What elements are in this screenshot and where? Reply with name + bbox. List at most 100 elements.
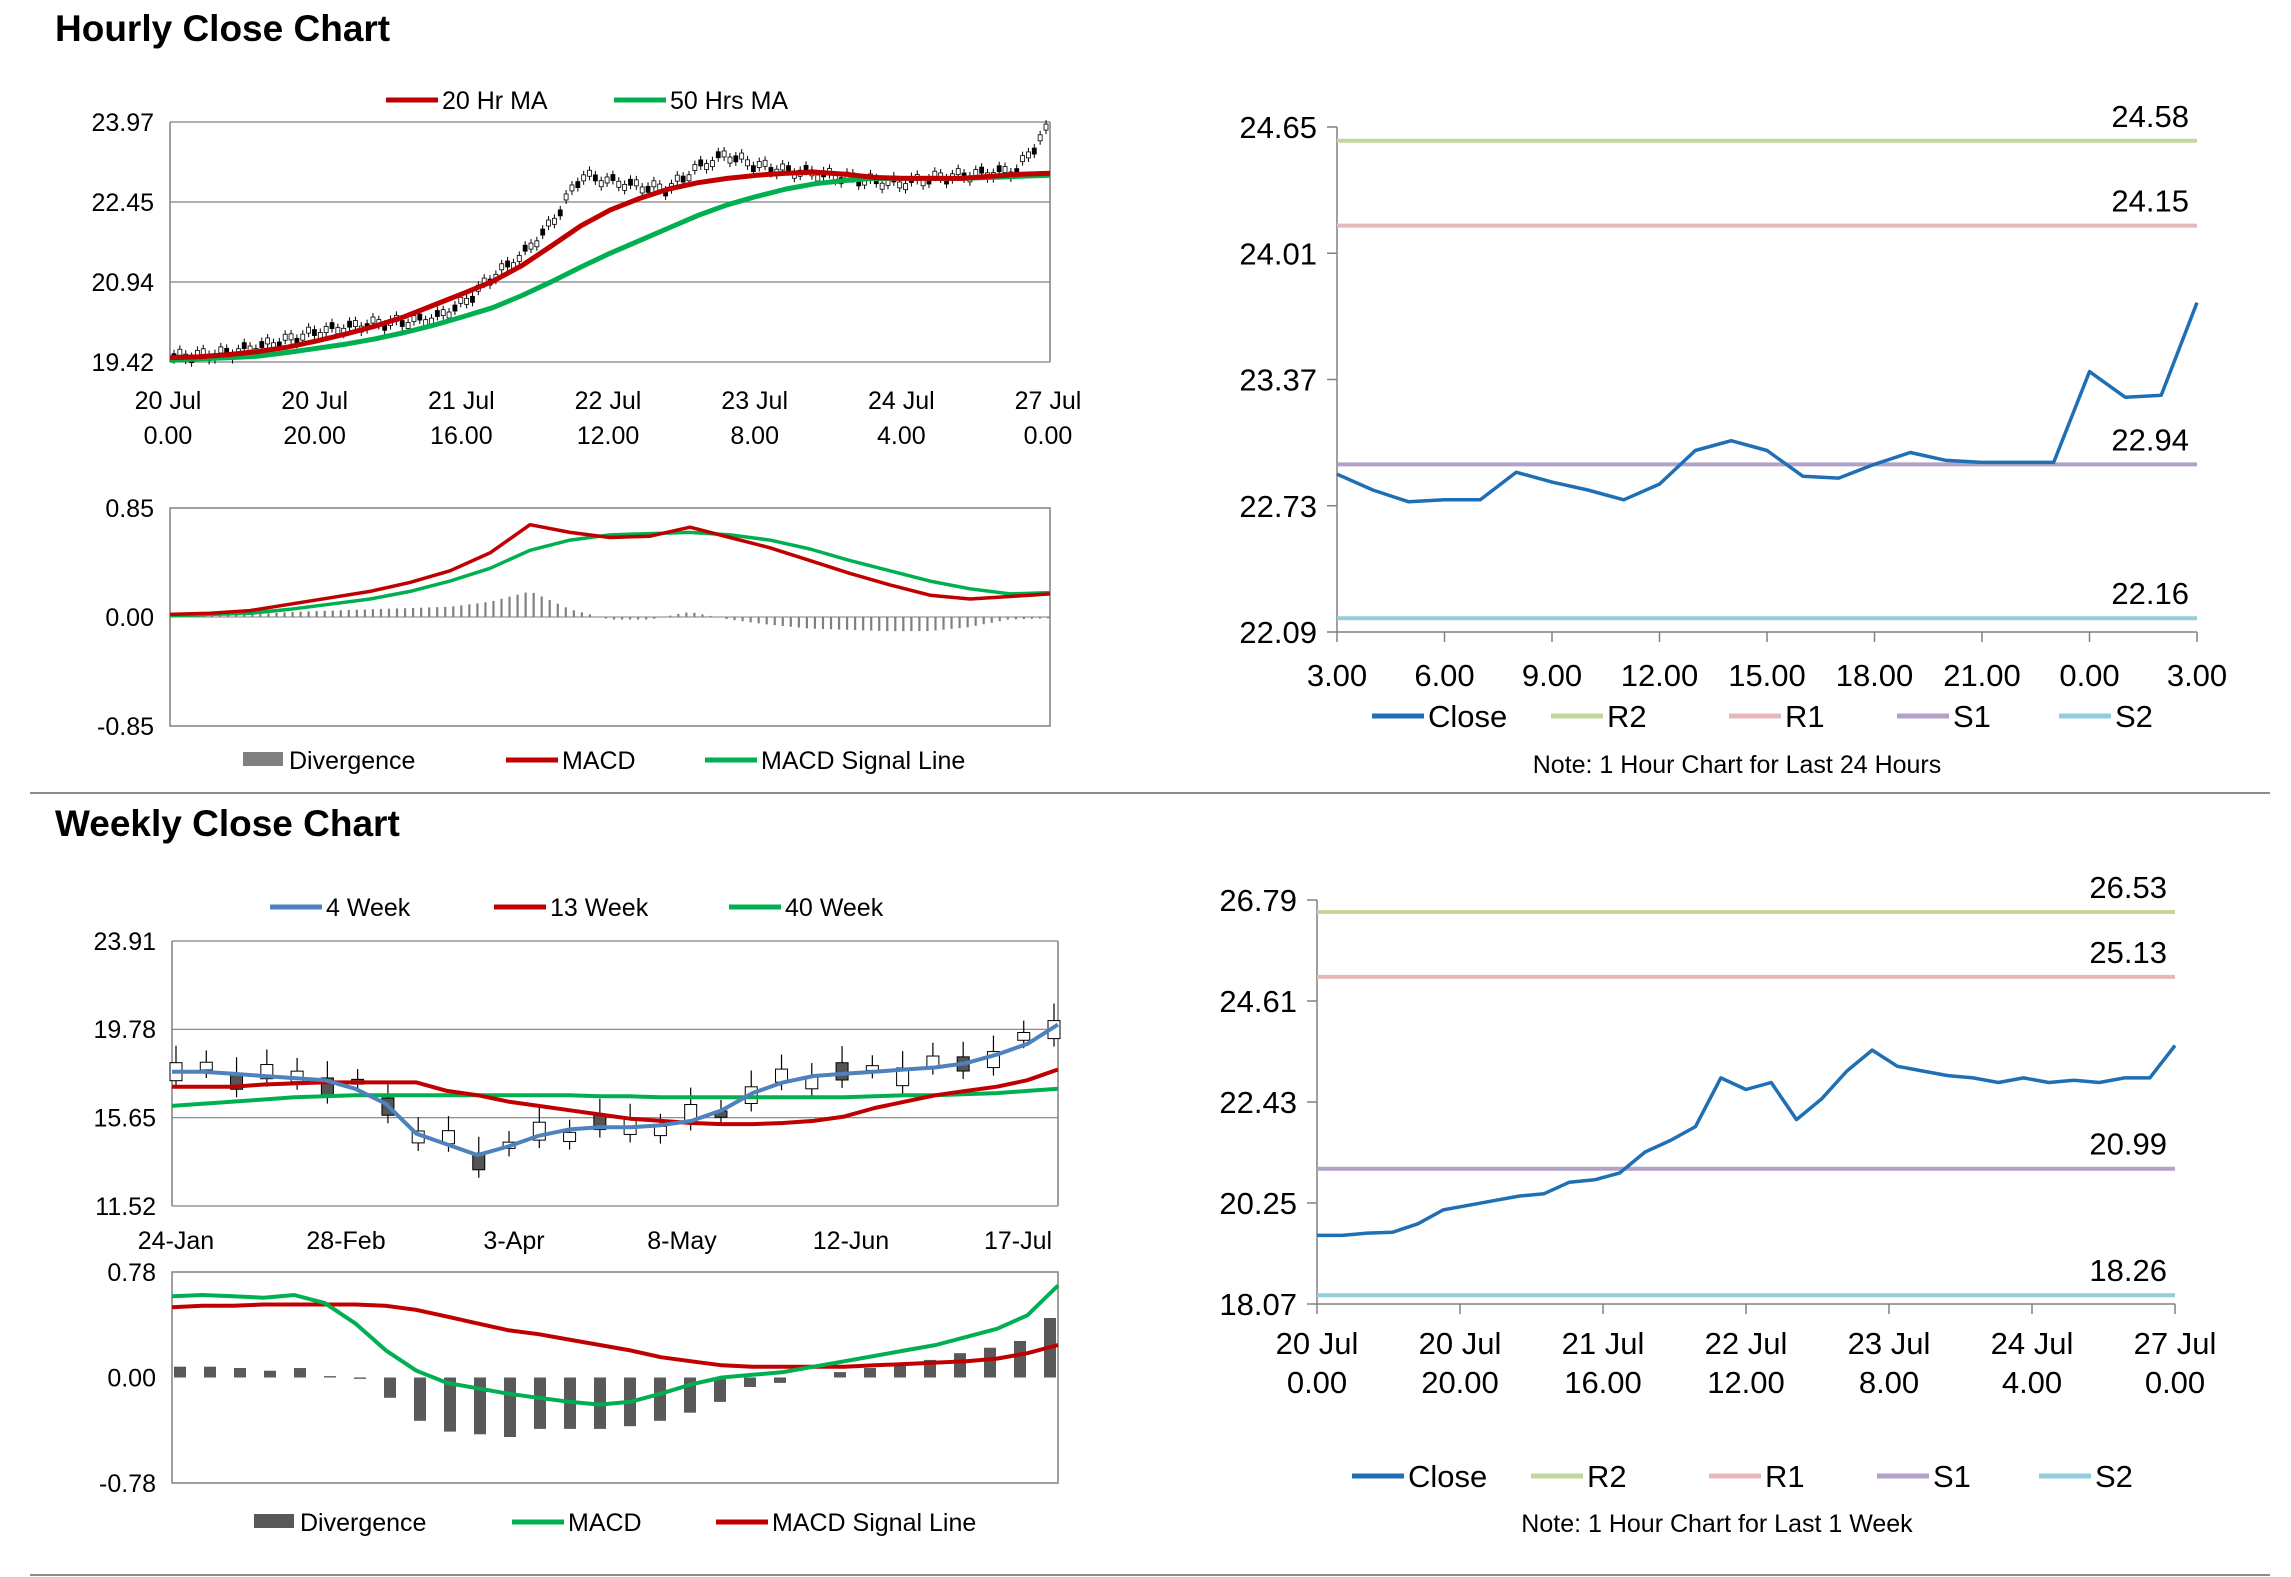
weekly-divergence-bar [204, 1366, 216, 1378]
weekly-price-ytick: 15.65 [93, 1104, 156, 1132]
hourly-price-xtick-date: 21 Jul [428, 387, 495, 415]
hourly-candle-body [265, 337, 271, 345]
hourly-candle-body [282, 333, 288, 341]
hourly-candle-body [241, 342, 247, 350]
hourly-candle-body [739, 152, 745, 160]
section-divider [30, 792, 2270, 794]
hourly-candle-body [733, 155, 739, 163]
hourly-pivot-ytick: 24.01 [1239, 236, 1317, 271]
hourly-candle-body [405, 322, 411, 329]
weekly-legend-divergence-label: Divergence [300, 1509, 426, 1537]
hourly-pivot-ytick: 22.73 [1239, 489, 1317, 524]
hourly-candle-body [505, 260, 510, 268]
weekly-divergence-bar [384, 1377, 396, 1398]
hourly-price-xtick-date: 27 Jul [1015, 387, 1082, 415]
hourly-price-xtick-time: 16.00 [430, 422, 493, 450]
hourly-candle-body [674, 174, 680, 182]
weekly-legend-40wk-label: 40 Week [785, 894, 884, 922]
hourly-candle-body [598, 180, 604, 188]
weekly-pivot-legend-s2-label: S2 [2095, 1459, 2133, 1494]
hourly-candle-body [306, 326, 312, 334]
weekly-legend-macd-label: MACD [568, 1509, 642, 1537]
hourly-price-xtick-time: 4.00 [877, 422, 926, 450]
hourly-macd-ytick: 0.85 [105, 495, 154, 523]
weekly-divergence-bar [954, 1353, 966, 1378]
hourly-pivot-xtick: 21.00 [1943, 658, 2021, 693]
weekly-candle-body [653, 1125, 667, 1137]
weekly-divergence-bar [264, 1370, 276, 1378]
weekly-divergence-bar [984, 1347, 996, 1378]
hourly-candle-body [616, 180, 622, 188]
weekly-price-ytick: 19.78 [93, 1016, 156, 1044]
hourly-price-xtick-time: 0.00 [144, 422, 193, 450]
hourly-candle-body [704, 163, 709, 170]
hourly-candle-body [323, 326, 329, 333]
hourly-legend-macd-label: MACD [562, 747, 636, 775]
hourly-candle-body [715, 151, 721, 159]
hourly-candle-body [312, 329, 317, 336]
hourly-candle-body [973, 169, 979, 176]
hourly-price-ytick: 23.97 [91, 109, 154, 137]
hourly-candle-body [1002, 166, 1008, 173]
weekly-pivot-ytick: 20.25 [1219, 1186, 1297, 1221]
hourly-candle-body [329, 322, 335, 329]
hourly-candle-body [745, 159, 750, 167]
hourly-candle-body [610, 174, 616, 181]
hourly-candle-body [581, 174, 587, 182]
hourly-candle-body [563, 193, 569, 201]
hourly-candle-body [955, 168, 961, 176]
hourly-candle-body [762, 159, 768, 167]
hourly-legend-divergence-label: Divergence [289, 747, 415, 775]
hourly-50hr-ma-line [169, 172, 1051, 363]
weekly-macd-signal-line [171, 1302, 1059, 1369]
weekly-pivot-xtick-time: 0.00 [1287, 1365, 1347, 1400]
hourly-candle-body [622, 183, 628, 191]
weekly-divergence-bar [174, 1366, 186, 1378]
weekly-legend-4wk-label: 4 Week [326, 894, 411, 922]
hourly-candle-body [903, 183, 908, 191]
weekly-13wk-line [172, 1067, 1059, 1127]
hourly-candle-body [552, 217, 557, 225]
hourly-pivot-legend-r2-label: R2 [1607, 699, 1647, 734]
hourly-candle-body [434, 310, 440, 317]
weekly-pivot-xtick-date: 20 Jul [1419, 1326, 1502, 1361]
hourly-candle-body [177, 348, 183, 356]
hourly-candle-body [540, 228, 546, 236]
weekly-divergence-bar [324, 1376, 336, 1378]
hourly-macd-line [169, 522, 1051, 617]
hourly-pivot-xtick: 3.00 [2167, 658, 2227, 693]
hourly-pivot-ytick: 23.37 [1239, 363, 1317, 398]
hourly-candle-body [996, 165, 1002, 173]
hourly-price-xtick-time: 0.00 [1024, 422, 1073, 450]
hourly-pivot-xtick: 0.00 [2059, 658, 2119, 693]
hourly-candle-body [499, 263, 505, 271]
hourly-candle-body [458, 296, 464, 304]
weekly-legend-divergence-swatch [254, 1514, 294, 1528]
hourly-pivot-s2-label: 22.16 [2111, 576, 2189, 611]
hourly-pivot-xtick: 9.00 [1522, 658, 1582, 693]
weekly-candle-body [1017, 1032, 1031, 1041]
weekly-4wk-line [172, 1022, 1060, 1158]
hourly-candle-body [347, 320, 352, 328]
hourly-candle-body [470, 295, 475, 303]
hourly-candle-body [815, 174, 821, 182]
hourly-price-xtick-date: 20 Jul [281, 387, 348, 415]
hourly-candle-body [569, 184, 575, 192]
bottom-divider [30, 1574, 2270, 1576]
hourly-candle-body [692, 164, 698, 171]
hourly-section-title: Hourly Close Chart [55, 8, 391, 49]
hourly-macd-ytick: 0.00 [105, 604, 154, 632]
hourly-candle-body [979, 166, 985, 174]
hourly-candle-body [639, 186, 645, 194]
weekly-price-xtick: 12-Jun [813, 1227, 889, 1255]
hourly-pivot-legend-s2-label: S2 [2115, 699, 2153, 734]
hourly-price-ytick: 22.45 [91, 189, 154, 217]
hourly-candle-body [546, 219, 551, 227]
hourly-candle-body [335, 327, 341, 335]
hourly-candle-body [522, 244, 528, 252]
weekly-divergence-bar [354, 1377, 366, 1379]
hourly-price-xtick-date: 20 Jul [135, 387, 202, 415]
weekly-40wk-line [171, 1086, 1059, 1108]
hourly-legend-signal-label: MACD Signal Line [761, 747, 965, 775]
